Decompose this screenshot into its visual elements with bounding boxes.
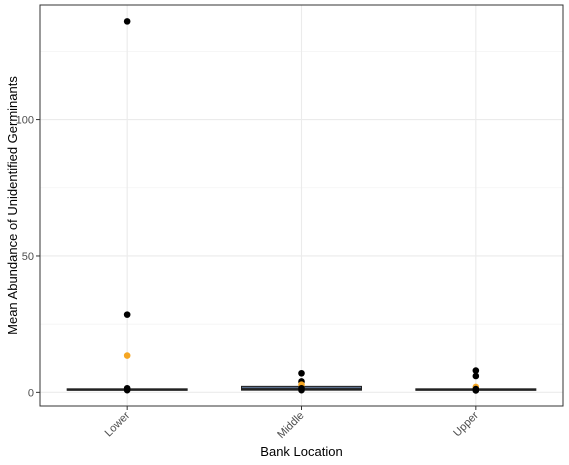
- plot-panel: [39, 4, 564, 407]
- data-point: [123, 386, 131, 394]
- y-axis: 0 50 100: [16, 115, 40, 399]
- y-tick-label: 0: [28, 387, 34, 399]
- data-point: [472, 367, 480, 374]
- data-point: [123, 18, 131, 25]
- y-tick-label: 100: [16, 115, 34, 127]
- x-tick-label: Middle: [275, 410, 306, 441]
- y-tick-label: 50: [22, 251, 34, 263]
- data-point: [472, 372, 480, 380]
- y-axis-title: Mean Abundance of Unidentified Germinant…: [5, 76, 20, 335]
- x-tick-label: Lower: [103, 409, 133, 439]
- data-point: [123, 352, 131, 359]
- x-axis: Lower Middle Upper: [103, 406, 481, 441]
- data-point: [298, 369, 305, 377]
- data-point: [298, 386, 305, 394]
- data-point: [472, 387, 480, 394]
- data-points: [123, 18, 480, 394]
- data-point: [123, 311, 131, 318]
- x-axis-title: Bank Location: [260, 444, 342, 459]
- x-tick-label: Upper: [451, 409, 481, 439]
